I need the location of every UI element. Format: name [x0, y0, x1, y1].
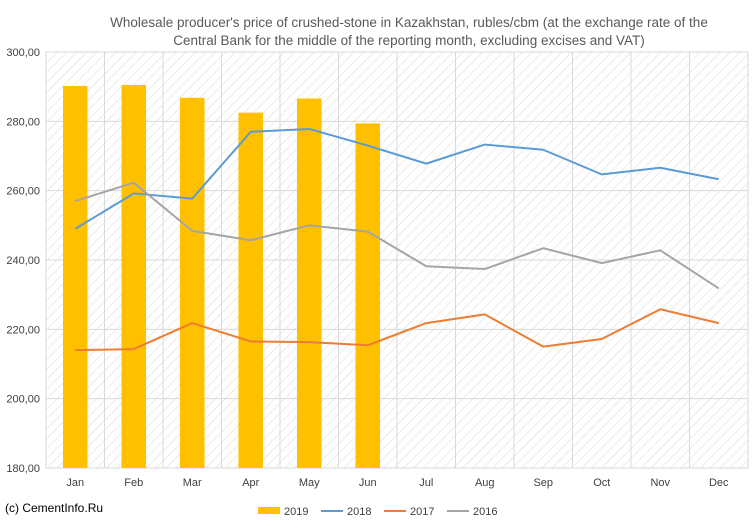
line-series [74, 127, 720, 352]
bar-2019 [62, 85, 88, 469]
legend-label-2016: 2016 [473, 506, 497, 518]
y-tick-label: 280,00 [6, 116, 40, 128]
chart-title-line-2: Central Bank for the middle of the repor… [173, 33, 645, 48]
y-tick-label: 300,00 [6, 47, 40, 59]
x-tick-label: May [299, 477, 320, 489]
x-tick-label: Nov [650, 477, 670, 489]
legend: 2019 2018 2017 2016 [258, 506, 497, 518]
bar-2019 [179, 97, 205, 468]
chart-title-line-1: Wholesale producer's price of crushed-st… [110, 15, 708, 30]
y-axis: 180,00 200,00 220,00 240,00 260,00 280,00 300,… [6, 47, 40, 475]
legend-label-2018: 2018 [347, 506, 371, 518]
x-tick-label: Jan [66, 477, 84, 489]
legend-swatch-2019 [258, 507, 280, 514]
x-tick-label: Sep [533, 477, 553, 489]
chart-title: Wholesale producer's price of crushed-st… [110, 15, 708, 48]
x-tick-label: Apr [242, 477, 259, 489]
gridlines [45, 51, 749, 469]
legend-label-2019: 2019 [284, 506, 308, 518]
bar-2019 [355, 123, 381, 468]
bar-2019 [296, 98, 322, 468]
y-tick-label: 200,00 [6, 394, 40, 406]
x-tick-label: Dec [709, 477, 729, 489]
bar-series [62, 84, 381, 469]
x-tick-label: Feb [124, 477, 143, 489]
x-tick-label: Jun [359, 477, 377, 489]
bar-2019 [238, 112, 264, 469]
x-tick-label: Mar [183, 477, 202, 489]
y-tick-label: 220,00 [6, 324, 40, 336]
x-axis: Jan Feb Mar Apr May Jun Jul Aug Sep Oct Nov Dec [66, 477, 729, 489]
line-2017 [75, 308, 719, 352]
x-tick-label: Aug [475, 477, 495, 489]
y-tick-label: 180,00 [6, 463, 40, 475]
line-2016 [74, 181, 720, 290]
y-tick-label: 240,00 [6, 255, 40, 267]
legend-label-2017: 2017 [410, 506, 434, 518]
credit-text: (c) CementInfo.Ru [5, 501, 103, 515]
x-tick-label: Jul [419, 477, 433, 489]
bar-2019 [121, 84, 147, 468]
line-2018 [74, 127, 719, 230]
y-tick-label: 260,00 [6, 186, 40, 198]
x-tick-label: Oct [593, 477, 610, 489]
